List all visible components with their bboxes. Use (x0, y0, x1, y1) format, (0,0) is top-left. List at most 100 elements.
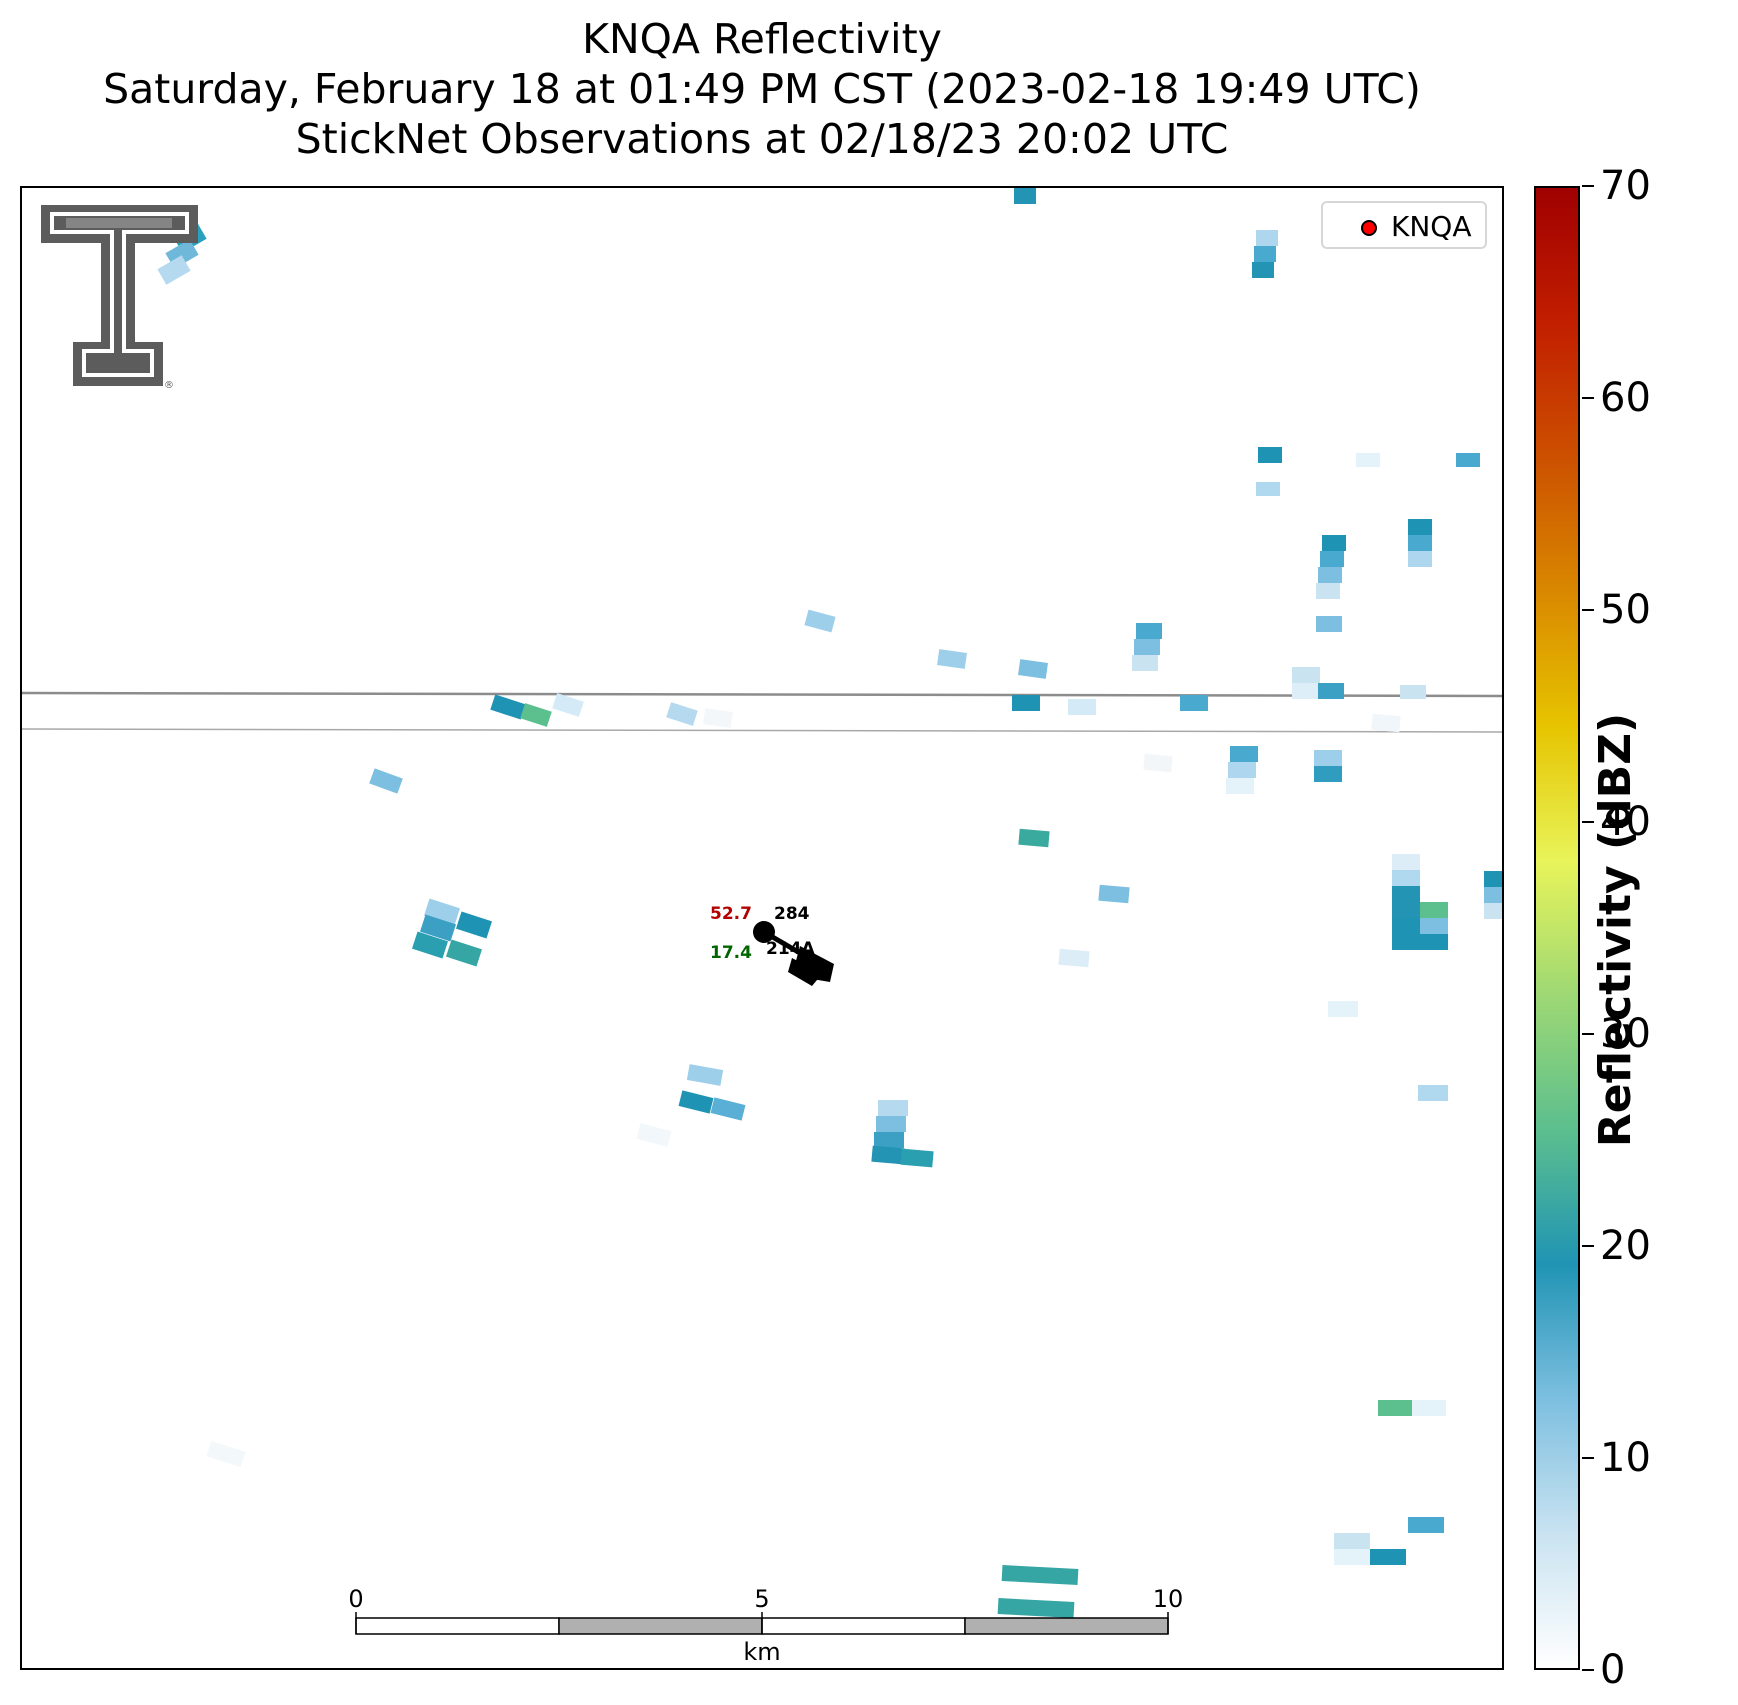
colorbar (1534, 186, 1580, 1670)
reflectivity-cell (1256, 482, 1280, 496)
chart-subtitle-time: Saturday, February 18 at 01:49 PM CST (2… (103, 65, 1421, 113)
colorbar-tick-label: 10 (1600, 1435, 1651, 1481)
scale-bar: 0 5 10 km (348, 1585, 1183, 1666)
reflectivity-cell (666, 702, 698, 726)
reflectivity-cell (710, 1097, 746, 1121)
reflectivity-cell (1136, 623, 1162, 639)
reflectivity-cell (490, 694, 526, 720)
reflectivity-cell (1316, 583, 1340, 599)
reflectivity-cell (804, 609, 836, 633)
scale-segment (761, 1617, 966, 1635)
colorbar-tick (1582, 609, 1594, 611)
reflectivity-cell (1318, 683, 1344, 699)
reflectivity-cell (1134, 639, 1160, 655)
reflectivity-cell (1484, 887, 1502, 903)
reflectivity-cell (1254, 246, 1276, 262)
reflectivity-cell (1143, 753, 1173, 773)
reflectivity-cell (1392, 886, 1420, 902)
station-plot[interactable]: 52.7 284 17.4 214A (710, 904, 834, 986)
reflectivity-cell (876, 1116, 906, 1132)
colorbar-tick-label: 40 (1600, 799, 1651, 845)
scale-segment (355, 1617, 560, 1635)
reflectivity-cell (1408, 519, 1432, 535)
colorbar-tick-label: 70 (1600, 163, 1651, 209)
colorbar-tick-label: 60 (1600, 375, 1651, 421)
reflectivity-cell (520, 703, 552, 727)
radar-site-marker-icon (1361, 220, 1377, 236)
reflectivity-cell (552, 693, 584, 717)
reflectivity-cell (446, 939, 482, 967)
reflectivity-cell (1132, 655, 1158, 671)
colorbar-tick-label: 0 (1600, 1647, 1626, 1693)
chart-subtitle-observations: StickNet Observations at 02/18/23 20:02 … (295, 115, 1229, 163)
reflectivity-cell (1256, 230, 1278, 246)
reflectivity-cell (874, 1132, 904, 1148)
reflectivity-cell (1370, 1549, 1406, 1565)
reflectivity-cell (1230, 746, 1258, 762)
colorbar-tick (1582, 1457, 1594, 1459)
radar-map[interactable]: ® 52.7 284 17.4 214A 0 5 10 km (20, 186, 1504, 1670)
colorbar-tick-label: 20 (1600, 1223, 1651, 1269)
road-line-lower (22, 728, 1502, 733)
reflectivity-cell (900, 1148, 934, 1168)
reflectivity-cell (1356, 453, 1380, 467)
reflectivity-cell (1318, 567, 1342, 583)
reflectivity-cell (1392, 934, 1420, 950)
texas-tech-logo: ® (41, 205, 198, 391)
colorbar-tick-label: 30 (1600, 1011, 1651, 1057)
reflectivity-cell (1392, 854, 1420, 870)
reflectivity-cell (1018, 659, 1048, 679)
colorbar-tick (1582, 821, 1594, 823)
reflectivity-cell (1420, 934, 1448, 950)
reflectivity-cell (1420, 902, 1448, 918)
reflectivity-cell (424, 898, 460, 926)
reflectivity-cell (1400, 685, 1426, 699)
reflectivity-cell (1314, 750, 1342, 766)
station-pressure: 284 (774, 904, 810, 924)
reflectivity-cell (1014, 188, 1036, 204)
reflectivity-cell (369, 768, 403, 794)
colorbar-tick (1582, 1669, 1594, 1671)
reflectivity-cell (1371, 713, 1401, 733)
reflectivity-cell (1392, 902, 1420, 918)
scale-tick-label: 10 (1153, 1585, 1184, 1613)
colorbar-tick (1582, 1033, 1594, 1035)
reflectivity-cell (1012, 695, 1040, 711)
reflectivity-cell (1068, 699, 1096, 715)
scale-unit-label: km (743, 1638, 780, 1666)
colorbar-tick (1582, 1245, 1594, 1247)
reflectivity-cell (1334, 1549, 1370, 1565)
reflectivity-cell (1316, 616, 1342, 632)
reflectivity-cell (157, 255, 191, 285)
reflectivity-cell (678, 1090, 714, 1114)
reflectivity-cell (1058, 948, 1090, 968)
legend-label: KNQA (1391, 210, 1472, 243)
map-legend: KNQA (1321, 201, 1487, 249)
radar-map-canvas: ® 52.7 284 17.4 214A 0 5 10 km (22, 188, 1502, 1666)
reflectivity-cell (1180, 695, 1208, 711)
reflectivity-cell (686, 1064, 724, 1086)
reflectivity-cell (412, 931, 448, 959)
reflectivity-cell (1408, 1517, 1444, 1533)
station-dewpoint: 17.4 (710, 943, 752, 963)
station-id: 214A (766, 939, 815, 959)
reflectivity-cell (1292, 667, 1320, 683)
scale-tick-label: 5 (754, 1585, 769, 1613)
reflectivity-cell (1098, 884, 1130, 904)
station-marker (753, 921, 775, 943)
reflectivity-cell (1378, 1400, 1412, 1416)
reflectivity-cell (878, 1100, 908, 1116)
reflectivity-cell (420, 914, 456, 942)
reflectivity-cell (871, 1145, 905, 1165)
reflectivity-cell (1258, 447, 1282, 463)
scale-segment (964, 1617, 1169, 1635)
colorbar-label: Reflectivity (dBZ) (1590, 712, 1641, 1148)
reflectivity-cell (1320, 551, 1344, 567)
road-line-upper (22, 691, 1502, 698)
reflectivity-cell (1418, 1085, 1448, 1101)
reflectivity-cell (1328, 1001, 1358, 1017)
scale-tick-label: 0 (348, 1585, 363, 1613)
reflectivity-cell (1484, 903, 1502, 919)
colorbar-tick (1582, 185, 1594, 187)
reflectivity-cell (1018, 828, 1050, 848)
